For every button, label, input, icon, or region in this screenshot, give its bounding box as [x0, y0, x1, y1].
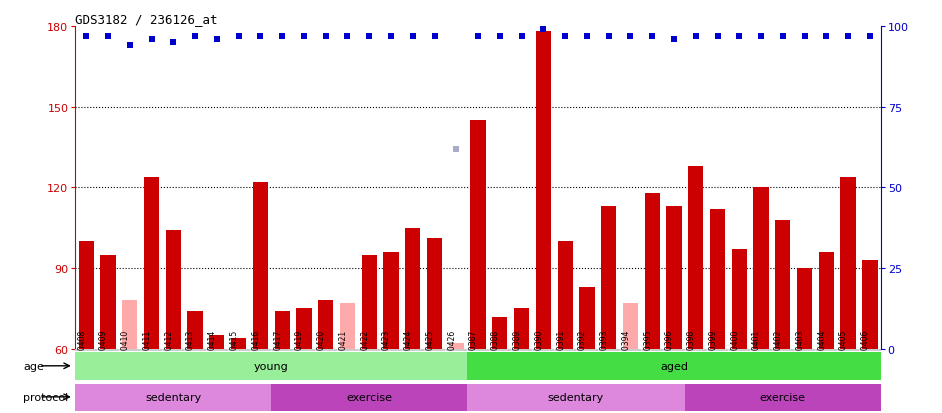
Bar [271, 384, 467, 411]
Text: young: young [254, 361, 288, 371]
Bar [75, 353, 467, 380]
Bar [231, 338, 246, 349]
Bar [467, 353, 881, 380]
Bar [362, 255, 377, 349]
Bar [666, 206, 682, 349]
Bar [579, 287, 594, 349]
Bar [470, 121, 486, 349]
Bar [840, 177, 855, 349]
Bar [710, 209, 725, 349]
Text: exercise: exercise [760, 392, 805, 402]
Bar [775, 220, 790, 349]
Text: age: age [23, 361, 44, 371]
Bar [536, 32, 551, 349]
Bar [514, 309, 529, 349]
Text: GDS3182 / 236126_at: GDS3182 / 236126_at [75, 13, 218, 26]
Bar [383, 252, 398, 349]
Bar [209, 335, 224, 349]
Bar [623, 303, 638, 349]
Text: protocol: protocol [23, 392, 68, 402]
Bar [754, 188, 769, 349]
Bar [601, 206, 616, 349]
Bar [78, 242, 94, 349]
Bar [688, 166, 704, 349]
Bar [340, 303, 355, 349]
Bar [862, 261, 878, 349]
Bar [144, 177, 159, 349]
Bar [644, 193, 659, 349]
Bar [732, 249, 747, 349]
Bar [467, 384, 685, 411]
Bar [274, 311, 290, 349]
Bar [297, 309, 312, 349]
Bar [797, 268, 812, 349]
Bar [493, 317, 508, 349]
Bar [187, 311, 203, 349]
Bar [819, 252, 834, 349]
Bar [101, 255, 116, 349]
Bar [448, 344, 463, 349]
Bar [685, 384, 881, 411]
Bar [318, 301, 333, 349]
Text: exercise: exercise [347, 392, 392, 402]
Bar [427, 239, 442, 349]
Bar [75, 384, 271, 411]
Text: aged: aged [660, 361, 688, 371]
Text: sedentary: sedentary [548, 392, 604, 402]
Bar [405, 228, 420, 349]
Bar [122, 301, 138, 349]
Bar [252, 183, 268, 349]
Bar [558, 242, 573, 349]
Text: sedentary: sedentary [145, 392, 202, 402]
Bar [166, 231, 181, 349]
